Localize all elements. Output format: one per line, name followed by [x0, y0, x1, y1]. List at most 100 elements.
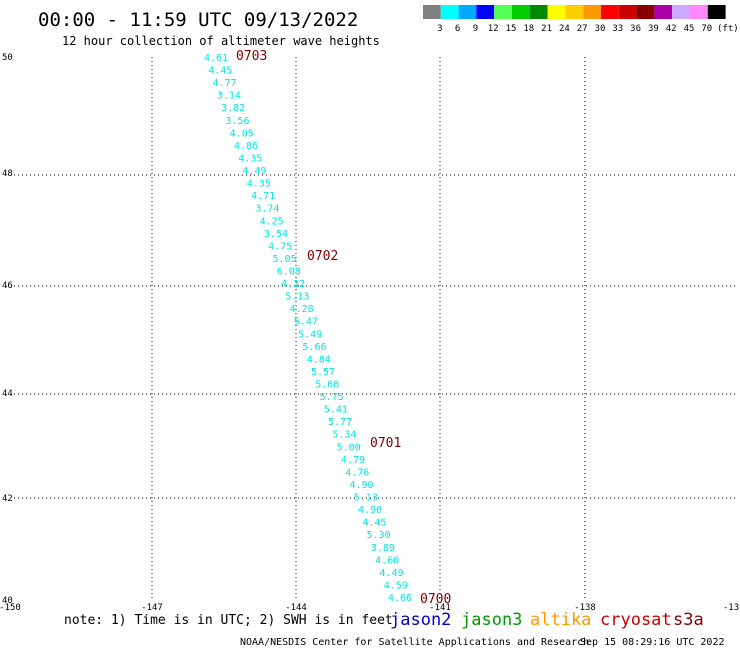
swh-value-label: 3.14	[217, 91, 241, 102]
swh-value-label: 4.35	[247, 179, 271, 190]
latitude-label: 40	[2, 596, 13, 606]
swh-value-label: 5.68	[315, 380, 339, 391]
longitude-label: -141	[429, 603, 451, 613]
pass-time-label: 0701	[370, 436, 401, 451]
swh-value-label: 3.56	[225, 116, 249, 127]
legend-bin-label: 36	[630, 24, 641, 34]
legend-bin-label: 3	[437, 24, 442, 34]
swh-value-label: 4.25	[260, 216, 284, 227]
pass-time-labels: 0703 0702 0701 0700	[236, 49, 451, 607]
legend-swatch	[440, 5, 459, 19]
swh-value-label: 5.66	[302, 342, 326, 353]
swh-value-label: 4.90	[358, 505, 382, 516]
swh-value-label: 4.61	[204, 53, 228, 64]
swh-value-label: 5.13	[354, 493, 378, 504]
swh-value-label: 4.86	[234, 141, 258, 152]
swh-value-label: 5.77	[328, 417, 352, 428]
legend-swatch	[423, 5, 441, 19]
satellite-label-jason2: jason2	[390, 610, 451, 630]
swh-value-label: 4.49	[379, 568, 403, 579]
latitude-label: 48	[2, 169, 13, 179]
satellite-legend: jason2 jason3 altika cryosat s3a	[390, 610, 704, 630]
swh-value-label: 5.49	[298, 329, 322, 340]
wave-height-color-legend: 3 6 9 12 15 18 21 24 27 30 33 36 39 42 45 70	[423, 5, 726, 34]
legend-bin-label: 18	[523, 24, 534, 34]
legend-bin-label: 39	[648, 24, 659, 34]
satellite-label-jason3: jason3	[461, 610, 522, 630]
legend-swatch	[601, 5, 619, 19]
swh-value-track: 4.614.454.773.143.823.564.054.864.354.49…	[204, 53, 412, 604]
pass-time-label: 0702	[307, 249, 338, 264]
longitude-label: -147	[141, 603, 163, 613]
legend-bin-label: 27	[577, 24, 588, 34]
legend-swatch	[547, 5, 566, 19]
legend-swatch	[618, 5, 637, 19]
swh-value-label: 5.41	[324, 405, 348, 416]
legend-swatch	[476, 5, 495, 19]
legend-unit-label: (ft)	[717, 24, 739, 34]
swh-value-label: 5.47	[294, 317, 318, 328]
swh-value-label: 5.00	[337, 442, 361, 453]
legend-swatch	[672, 5, 690, 19]
legend-swatch	[654, 5, 673, 19]
legend-bin-label: 33	[612, 24, 623, 34]
legend-swatch	[707, 5, 726, 19]
latitude-label: 44	[2, 389, 13, 399]
swh-value-label: 4.75	[268, 241, 292, 252]
swh-value-label: 4.35	[238, 153, 262, 164]
swh-value-label: 4.28	[290, 304, 314, 315]
swh-value-label: 4.76	[345, 467, 369, 478]
footer-credit: NOAA/NESDIS Center for Satellite Applica…	[240, 637, 589, 648]
swh-value-label: 3.74	[255, 204, 279, 215]
swh-value-label: 5.57	[311, 367, 335, 378]
note-text: note: 1) Time is in UTC; 2) SWH is in fe…	[64, 613, 393, 628]
swh-value-label: 4.84	[307, 354, 331, 365]
longitude-labels: -150 -147 -144 -141 -138 -13	[0, 603, 739, 613]
longitude-label: -150	[0, 603, 21, 613]
satellite-label-s3a: s3a	[673, 610, 704, 630]
legend-swatch	[512, 5, 530, 19]
legend-bin-label: 9	[473, 24, 478, 34]
swh-value-label: 3.82	[221, 103, 245, 114]
swh-value-label: 5.75	[320, 392, 344, 403]
longitude-label: -144	[285, 603, 307, 613]
swh-value-label: 4.90	[349, 480, 373, 491]
satellite-label-cryosat: cryosat	[600, 610, 672, 630]
longitude-label: -13	[723, 603, 739, 613]
latitude-labels: 50 48 46 44 42 40	[2, 53, 13, 606]
footer-timestamp: Sep 15 08:29:16 UTC 2022	[580, 637, 725, 648]
lat-lon-grid	[14, 57, 735, 598]
map-subtitle: 12 hour collection of altimeter wave hei…	[62, 34, 380, 48]
legend-bin-label: 24	[559, 24, 570, 34]
legend-bin-label: 15	[506, 24, 517, 34]
swh-value-label: 3.89	[371, 543, 395, 554]
legend-swatch	[565, 5, 584, 19]
legend-bin-label: 21	[541, 24, 552, 34]
legend-swatch	[494, 5, 512, 19]
satellite-label-altika: altika	[530, 610, 591, 630]
longitude-label: -138	[574, 603, 596, 613]
swh-value-label: 4.59	[384, 580, 408, 591]
latitude-label: 46	[2, 281, 13, 291]
swh-value-label: 5.13	[285, 292, 309, 303]
legend-bin-label: 30	[595, 24, 606, 34]
swh-value-label: 4.79	[341, 455, 365, 466]
swh-value-label: 4.32	[281, 279, 305, 290]
pass-time-label: 0703	[236, 49, 267, 64]
legend-swatch	[529, 5, 548, 19]
legend-bin-label: 70	[701, 24, 712, 34]
legend-bin-label: 45	[684, 24, 695, 34]
swh-value-label: 4.60	[375, 555, 399, 566]
pass-time-label: 0700	[420, 592, 451, 607]
latitude-label: 50	[2, 53, 13, 63]
swh-value-label: 5.05	[272, 254, 296, 265]
swh-value-label: 5.34	[332, 430, 356, 441]
latitude-label: 42	[2, 494, 13, 504]
swh-value-label: 4.71	[251, 191, 275, 202]
legend-swatch	[690, 5, 708, 19]
legend-swatch	[458, 5, 477, 19]
swh-value-label: 4.45	[208, 66, 232, 77]
swh-value-label: 4.49	[243, 166, 267, 177]
